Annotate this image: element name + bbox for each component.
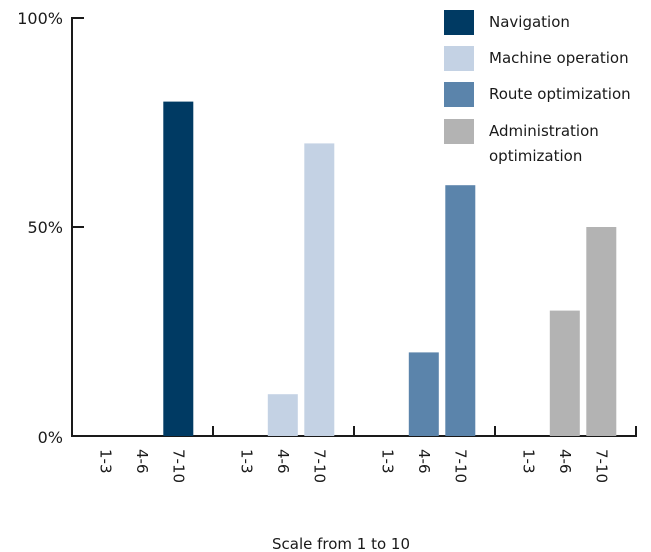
x-tick-label-machine-operation-1-3: 1-3	[237, 449, 255, 474]
legend-label-route-optimization: Route optimization	[489, 85, 631, 103]
x-tick-label-navigation-4-6: 4-6	[133, 449, 151, 474]
x-tick-label-route-optimization-1-3: 1-3	[378, 449, 396, 474]
legend-swatch-navigation	[444, 10, 474, 35]
bar-administration-optimization-7-10	[586, 227, 617, 436]
x-tick-label-navigation-1-3: 1-3	[96, 449, 114, 474]
x-tick-label-route-optimization-7-10: 7-10	[451, 449, 469, 483]
legend-label-navigation: Navigation	[489, 13, 570, 31]
bar-administration-optimization-4-6	[549, 310, 580, 436]
x-tick-label-administration-optimization-1-3: 1-3	[519, 449, 537, 474]
x-tick-label-route-optimization-4-6: 4-6	[415, 449, 433, 474]
bar-machine-operation-7-10	[304, 143, 335, 436]
legend-swatch-route-optimization	[444, 82, 474, 107]
bars	[163, 101, 617, 436]
legend: Navigation Machine operation Route optim…	[444, 10, 631, 165]
category-labels: 1-3 4-6 7-10 1-3 4-6 7-10 1-3 4-6 7-10 1-3 4-6 7-10	[96, 449, 610, 483]
y-tick-label-50: 50%	[27, 218, 63, 237]
x-tick-label-machine-operation-7-10: 7-10	[310, 449, 328, 483]
bar-navigation-7-10	[163, 101, 194, 436]
x-tick-label-machine-operation-4-6: 4-6	[274, 449, 292, 474]
x-tick-label-administration-optimization-7-10: 7-10	[592, 449, 610, 483]
x-axis-title: Scale from 1 to 10	[272, 535, 410, 552]
legend-label-machine-operation: Machine operation	[489, 49, 629, 67]
bar-route-optimization-4-6	[408, 352, 439, 436]
bar-route-optimization-7-10	[445, 185, 476, 436]
bar-machine-operation-4-6	[267, 394, 298, 436]
x-tick-label-administration-optimization-4-6: 4-6	[556, 449, 574, 474]
legend-swatch-administration-optimization	[444, 119, 474, 144]
legend-swatch-machine-operation	[444, 46, 474, 71]
y-tick-label-100: 100%	[17, 9, 63, 28]
legend-label-administration-optimization: Administration optimization	[489, 122, 599, 165]
x-tick-label-navigation-7-10: 7-10	[169, 449, 187, 483]
y-tick-label-0: 0%	[38, 428, 63, 447]
